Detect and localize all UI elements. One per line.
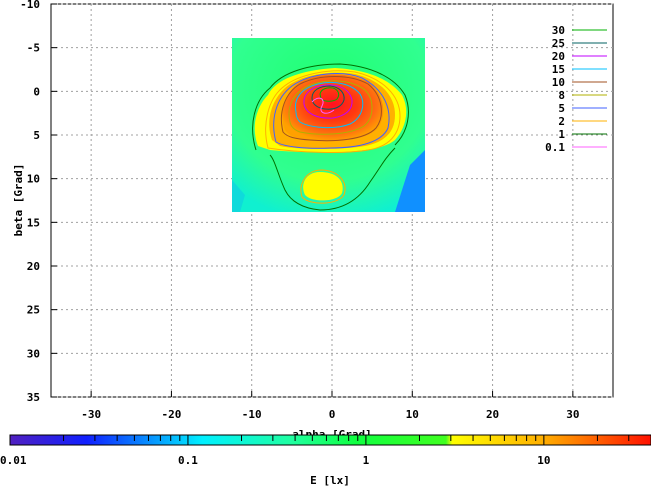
legend-label: 10 bbox=[552, 76, 565, 89]
y-tick-label: 5 bbox=[33, 129, 40, 142]
x-tick-label: -10 bbox=[242, 408, 262, 421]
y-tick-label: 25 bbox=[27, 304, 40, 317]
colorbar-tick-label: 1 bbox=[363, 454, 370, 467]
y-tick-label: 0 bbox=[33, 85, 40, 98]
legend-label: 1 bbox=[558, 128, 565, 141]
y-tick-label: -10 bbox=[20, 0, 40, 11]
y-tick-label: 35 bbox=[27, 391, 40, 404]
y-tick-label: 20 bbox=[27, 260, 40, 273]
y-tick-label: 15 bbox=[27, 216, 40, 229]
x-tick-label: -30 bbox=[81, 408, 101, 421]
x-tick-label: -20 bbox=[161, 408, 181, 421]
x-tick-label: 30 bbox=[566, 408, 579, 421]
legend-label: 2 bbox=[558, 115, 565, 128]
y-tick-label: -5 bbox=[27, 42, 40, 55]
legend-label: 5 bbox=[558, 102, 565, 115]
y-tick-label: 10 bbox=[27, 173, 40, 186]
x-tick-label: 20 bbox=[486, 408, 499, 421]
heatmap-image bbox=[232, 38, 425, 212]
colorbar-tick-label: 10 bbox=[537, 454, 550, 467]
x-tick-label: 0 bbox=[329, 408, 336, 421]
colorbar bbox=[9, 434, 651, 446]
contour-lines bbox=[252, 63, 409, 211]
legend-label: 20 bbox=[552, 50, 565, 63]
y-axis-label: beta [Grad] bbox=[12, 164, 25, 237]
colorbar-tick-label: 0.1 bbox=[178, 454, 198, 467]
colorbar-tick-label: 0.01 bbox=[0, 454, 27, 467]
x-tick-label: 10 bbox=[406, 408, 419, 421]
colorbar-label: E [lx] bbox=[310, 474, 350, 486]
legend-label: 30 bbox=[552, 24, 565, 37]
legend-label: 15 bbox=[552, 63, 565, 76]
legend-label: 0.1 bbox=[545, 141, 565, 154]
legend-label: 25 bbox=[552, 37, 565, 50]
y-tick-label: 30 bbox=[27, 347, 40, 360]
colorbar-ticks: 0.01 0.1 1 10 bbox=[0, 435, 651, 467]
legend-label: 8 bbox=[558, 89, 565, 102]
